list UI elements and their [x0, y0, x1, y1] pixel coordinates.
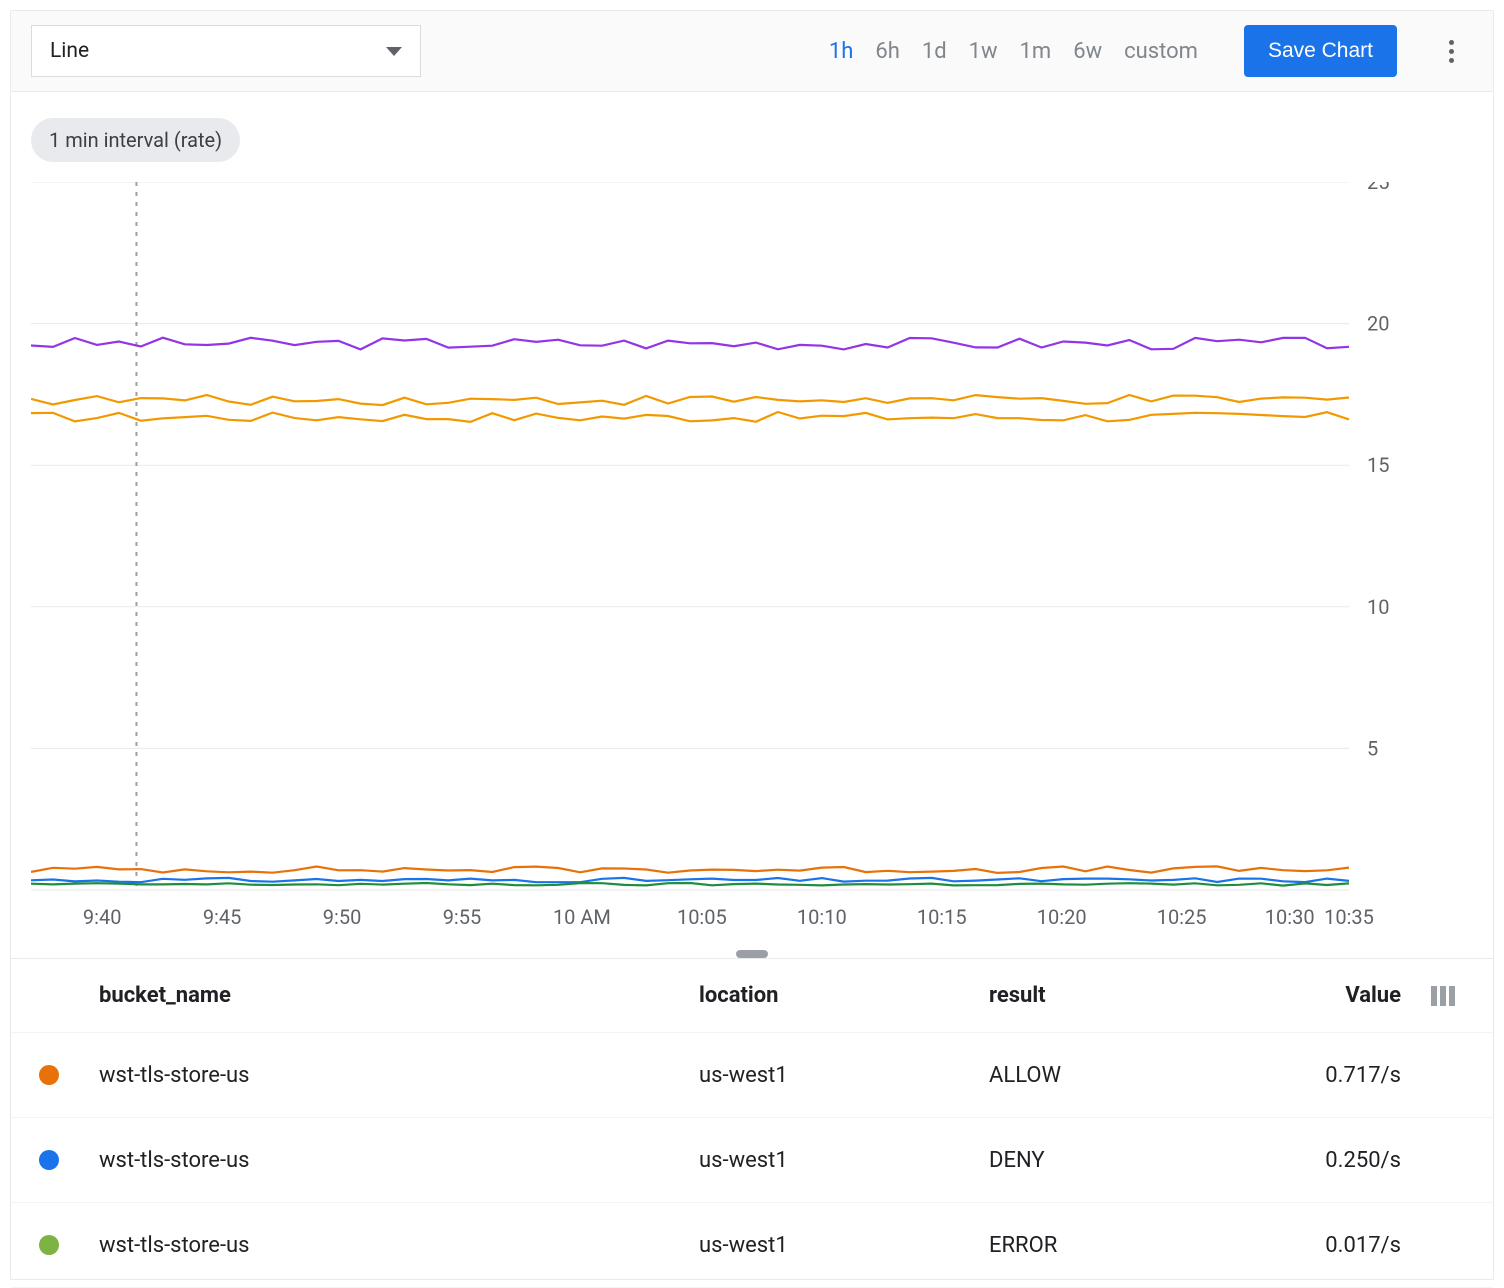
cell-result: ERROR [989, 1233, 1269, 1258]
chart-type-label: Line [50, 39, 89, 63]
svg-text:10 AM: 10 AM [553, 905, 611, 929]
svg-text:15: 15 [1367, 453, 1389, 477]
cell-result: ALLOW [989, 1063, 1269, 1088]
svg-text:9:50: 9:50 [323, 905, 362, 929]
chart-type-select[interactable]: Line [31, 25, 421, 77]
svg-text:20: 20 [1367, 312, 1389, 336]
svg-text:9:55: 9:55 [443, 905, 482, 929]
time-range-1w[interactable]: 1w [969, 39, 998, 64]
chart-svg: 5 10 15 20 25 9:40 9:45 9:50 9:55 10 AM 10:05 10:10… [31, 182, 1421, 942]
cell-bucket-name: wst-tls-store-us [99, 1233, 699, 1258]
legend-table: bucket_name location result Value wst-tl… [11, 958, 1493, 1288]
table-row[interactable]: wst-tls-store-usus-west1ALLOW0.717/s [11, 1033, 1493, 1118]
col-header-result[interactable]: result [989, 983, 1269, 1008]
svg-text:10:25: 10:25 [1157, 905, 1207, 929]
resize-handle[interactable] [736, 950, 768, 958]
svg-text:10:10: 10:10 [797, 905, 847, 929]
svg-text:10:35: 10:35 [1324, 905, 1374, 929]
time-range-1m[interactable]: 1m [1020, 39, 1052, 64]
col-header-location[interactable]: location [699, 983, 989, 1008]
more-options-button[interactable] [1429, 29, 1473, 73]
col-header-value[interactable]: Value [1269, 983, 1421, 1008]
svg-text:9:40: 9:40 [83, 905, 122, 929]
table-row[interactable]: wst-tls-store-usus-west1ERROR0.017/s [11, 1203, 1493, 1288]
time-range-custom[interactable]: custom [1124, 39, 1198, 64]
series-color-dot [39, 1065, 59, 1085]
dot-icon [1449, 58, 1454, 63]
svg-text:9:45: 9:45 [203, 905, 242, 929]
toolbar: Line 1h 6h 1d 1w 1m 6w custom Save Chart [11, 11, 1493, 92]
cell-location: us-west1 [699, 1233, 989, 1258]
series-color-dot [39, 1150, 59, 1170]
plot[interactable]: 5 10 15 20 25 9:40 9:45 9:50 9:55 10 AM 10:05 10:10… [31, 182, 1473, 942]
col-header-bucket-name[interactable]: bucket_name [99, 983, 699, 1008]
metrics-panel: Line 1h 6h 1d 1w 1m 6w custom Save Chart 1 min… [10, 10, 1494, 1280]
table-header-row: bucket_name location result Value [11, 959, 1493, 1033]
cell-bucket-name: wst-tls-store-us [99, 1148, 699, 1173]
svg-text:5: 5 [1367, 736, 1378, 760]
chart-area: 1 min interval (rate) 5 10 15 20 25 9:40 9:45 9… [11, 92, 1493, 958]
cell-result: DENY [989, 1148, 1269, 1173]
caret-down-icon [386, 47, 402, 56]
cell-value: 0.017/s [1269, 1233, 1421, 1258]
svg-text:10:20: 10:20 [1037, 905, 1087, 929]
dot-icon [1449, 49, 1454, 54]
cell-location: us-west1 [699, 1063, 989, 1088]
cell-bucket-name: wst-tls-store-us [99, 1063, 699, 1088]
time-range-1h[interactable]: 1h [829, 39, 853, 64]
svg-text:25: 25 [1367, 182, 1389, 194]
svg-text:10:15: 10:15 [917, 905, 967, 929]
save-chart-button[interactable]: Save Chart [1244, 25, 1397, 77]
time-range-6w[interactable]: 6w [1073, 39, 1102, 64]
cell-location: us-west1 [699, 1148, 989, 1173]
interval-pill[interactable]: 1 min interval (rate) [31, 118, 240, 162]
svg-text:10: 10 [1367, 595, 1389, 619]
time-range-6h[interactable]: 6h [875, 39, 899, 64]
dot-icon [1449, 40, 1454, 45]
series-color-dot [39, 1235, 59, 1255]
svg-text:10:30: 10:30 [1265, 905, 1315, 929]
table-row[interactable]: wst-tls-store-usus-west1DENY0.250/s [11, 1118, 1493, 1203]
svg-text:10:05: 10:05 [677, 905, 727, 929]
cell-value: 0.717/s [1269, 1063, 1421, 1088]
time-range-1d[interactable]: 1d [922, 39, 947, 64]
columns-icon[interactable] [1431, 986, 1455, 1006]
cell-value: 0.250/s [1269, 1148, 1421, 1173]
time-range-picker: 1h 6h 1d 1w 1m 6w custom [829, 39, 1198, 64]
